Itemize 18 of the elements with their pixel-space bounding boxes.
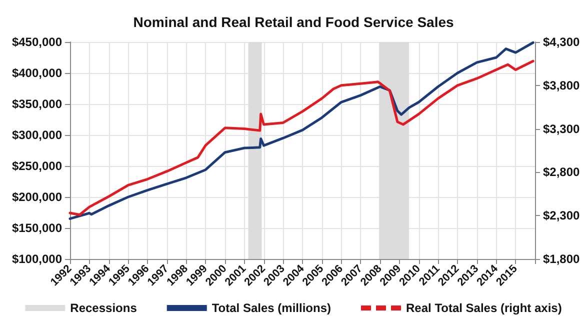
y2-tick-label: $2,300 <box>543 208 580 223</box>
y2-tick-label: $4,300 <box>543 35 580 49</box>
y-tick-label: $350,000 <box>12 97 62 111</box>
y-tick-label: $400,000 <box>12 66 62 80</box>
legend-label: Real Total Sales (right axis) <box>406 301 562 315</box>
y-tick-label: $250,000 <box>12 159 62 173</box>
y-tick-label: $200,000 <box>12 190 62 204</box>
legend-label: Total Sales (millions) <box>212 301 332 315</box>
chart-title: Nominal and Real Retail and Food Service Sales <box>133 14 454 30</box>
y2-tick-label: $3,800 <box>543 78 580 92</box>
y2-tick-label: $1,800 <box>543 252 580 266</box>
legend-label: Recessions <box>70 301 138 315</box>
y2-tick-label: $3,300 <box>543 122 580 136</box>
y-tick-label: $100,000 <box>12 252 62 266</box>
y-tick-label: $300,000 <box>12 128 62 142</box>
y-tick-label: $150,000 <box>12 221 62 235</box>
y-tick-label: $450,000 <box>12 35 62 49</box>
y2-tick-label: $2,800 <box>543 165 580 180</box>
